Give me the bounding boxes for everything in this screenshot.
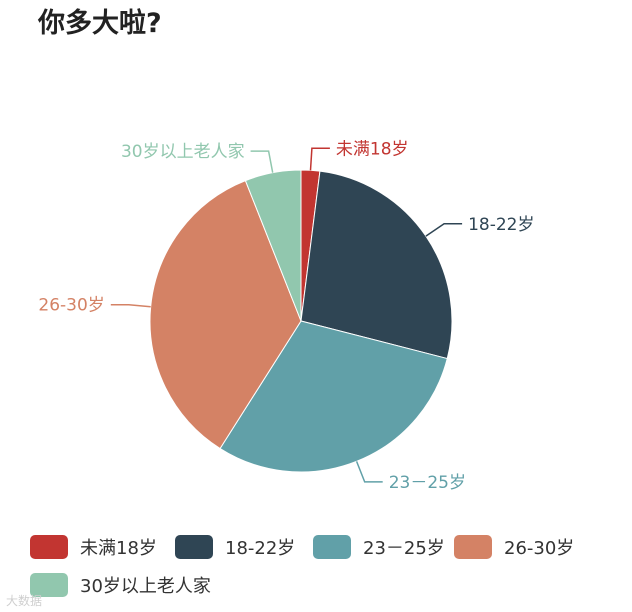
leader-line xyxy=(355,461,383,483)
slice-label-under-18: 未满18岁 xyxy=(336,139,409,159)
legend-swatch xyxy=(175,535,213,559)
legend-swatch xyxy=(313,535,351,559)
slice-label-over-30: 30岁以上老人家 xyxy=(121,142,245,162)
slice-label-26-30: 26-30岁 xyxy=(38,296,104,316)
leader-line xyxy=(110,303,151,308)
legend-label: 30岁以上老人家 xyxy=(80,576,211,597)
leader-line xyxy=(425,223,463,237)
legend-item-18-22[interactable]: 18-22岁 xyxy=(175,534,295,560)
leader-line xyxy=(309,147,330,171)
leader-line xyxy=(250,150,274,173)
legend-swatch xyxy=(454,535,492,559)
pie-slice-26-30[interactable] xyxy=(149,179,302,450)
legend-item-over-30[interactable]: 30岁以上老人家 xyxy=(30,572,211,598)
pie-slice-23-25[interactable] xyxy=(219,320,448,473)
legend-item-23-25[interactable]: 23－25岁 xyxy=(313,534,445,560)
legend-label: 26-30岁 xyxy=(504,538,575,559)
legend-swatch xyxy=(30,535,68,559)
pie-slice-18-22[interactable] xyxy=(300,170,453,360)
legend-item-under-18[interactable]: 未满18岁 xyxy=(30,534,157,560)
legend-item-26-30[interactable]: 26-30岁 xyxy=(454,534,574,560)
legend-swatch xyxy=(30,573,68,597)
legend-label: 未满18岁 xyxy=(80,538,157,559)
chart-title: 你多大啦? xyxy=(38,8,162,39)
watermark: 大数据 xyxy=(6,594,43,608)
legend-label: 18-22岁 xyxy=(225,538,296,559)
legend-label: 23－25岁 xyxy=(363,538,445,559)
slice-label-23-25: 23－25岁 xyxy=(389,473,466,493)
slice-label-18-22: 18-22岁 xyxy=(468,215,534,235)
